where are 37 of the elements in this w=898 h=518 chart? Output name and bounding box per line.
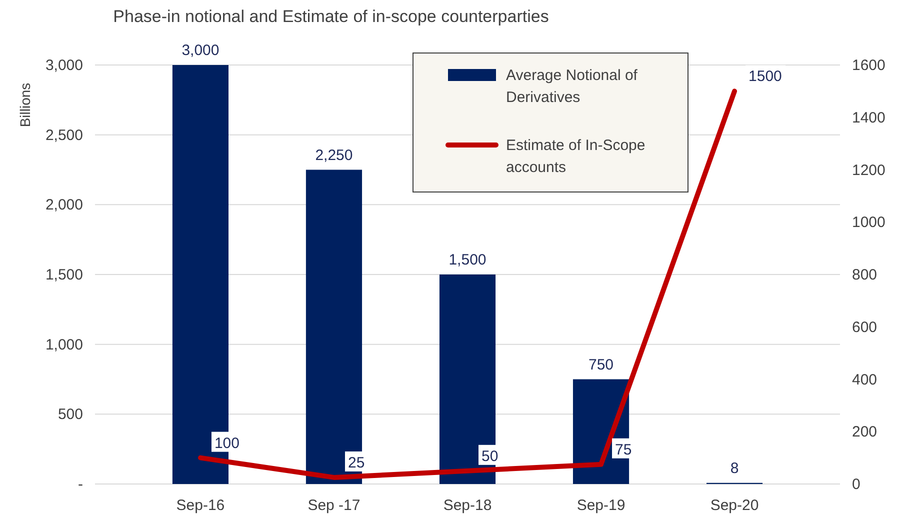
y-tick-label: 500 bbox=[58, 406, 83, 424]
data-label: 3,000 bbox=[182, 42, 220, 59]
x-tick-label: Sep -17 bbox=[308, 497, 360, 514]
data-label: 75 bbox=[615, 441, 632, 458]
data-label: 1,500 bbox=[448, 252, 486, 268]
bar bbox=[439, 274, 496, 484]
data-label: 100 bbox=[214, 434, 240, 452]
data-label: 50 bbox=[482, 448, 498, 465]
y-tick-label: 1,000 bbox=[45, 336, 83, 354]
y2-tick-label: 1600 bbox=[852, 57, 886, 74]
y-tick-label: 1,500 bbox=[45, 266, 83, 284]
chart-title: Phase-in notional and Estimate of in-scope counterparties bbox=[113, 7, 549, 26]
y-tick-label: - bbox=[78, 476, 83, 493]
x-tick-label: Sep-19 bbox=[576, 497, 626, 514]
y2-tick-label: 1000 bbox=[852, 214, 886, 232]
data-label: 2,250 bbox=[315, 146, 353, 164]
x-tick-label: Sep-16 bbox=[176, 497, 225, 514]
y-tick-label: 3,000 bbox=[45, 57, 83, 74]
y-axis-title: Billions bbox=[17, 82, 33, 128]
legend-label: Average Notional of Derivatives bbox=[506, 67, 638, 106]
legend-label: Estimate of In-Scope accounts bbox=[506, 137, 646, 176]
x-tick-label: Sep-20 bbox=[710, 497, 759, 514]
y2-tick-label: 1400 bbox=[852, 109, 886, 126]
y2-tick-label: 800 bbox=[852, 266, 878, 284]
y2-tick-label: 1200 bbox=[852, 162, 886, 179]
y2-tick-label: 400 bbox=[852, 371, 878, 388]
data-label: 1500 bbox=[748, 68, 782, 86]
data-label: 8 bbox=[730, 460, 739, 477]
x-tick-label: Sep-18 bbox=[443, 497, 492, 514]
data-label: 25 bbox=[348, 454, 365, 472]
y2-tick-label: 200 bbox=[852, 424, 878, 441]
y-tick-label: 2,500 bbox=[45, 126, 83, 144]
y2-tick-label: 600 bbox=[852, 318, 878, 336]
bar bbox=[306, 170, 362, 484]
data-label: 750 bbox=[588, 356, 614, 374]
y2-tick-label: 0 bbox=[852, 476, 860, 493]
y-tick-label: 2,000 bbox=[45, 196, 83, 214]
